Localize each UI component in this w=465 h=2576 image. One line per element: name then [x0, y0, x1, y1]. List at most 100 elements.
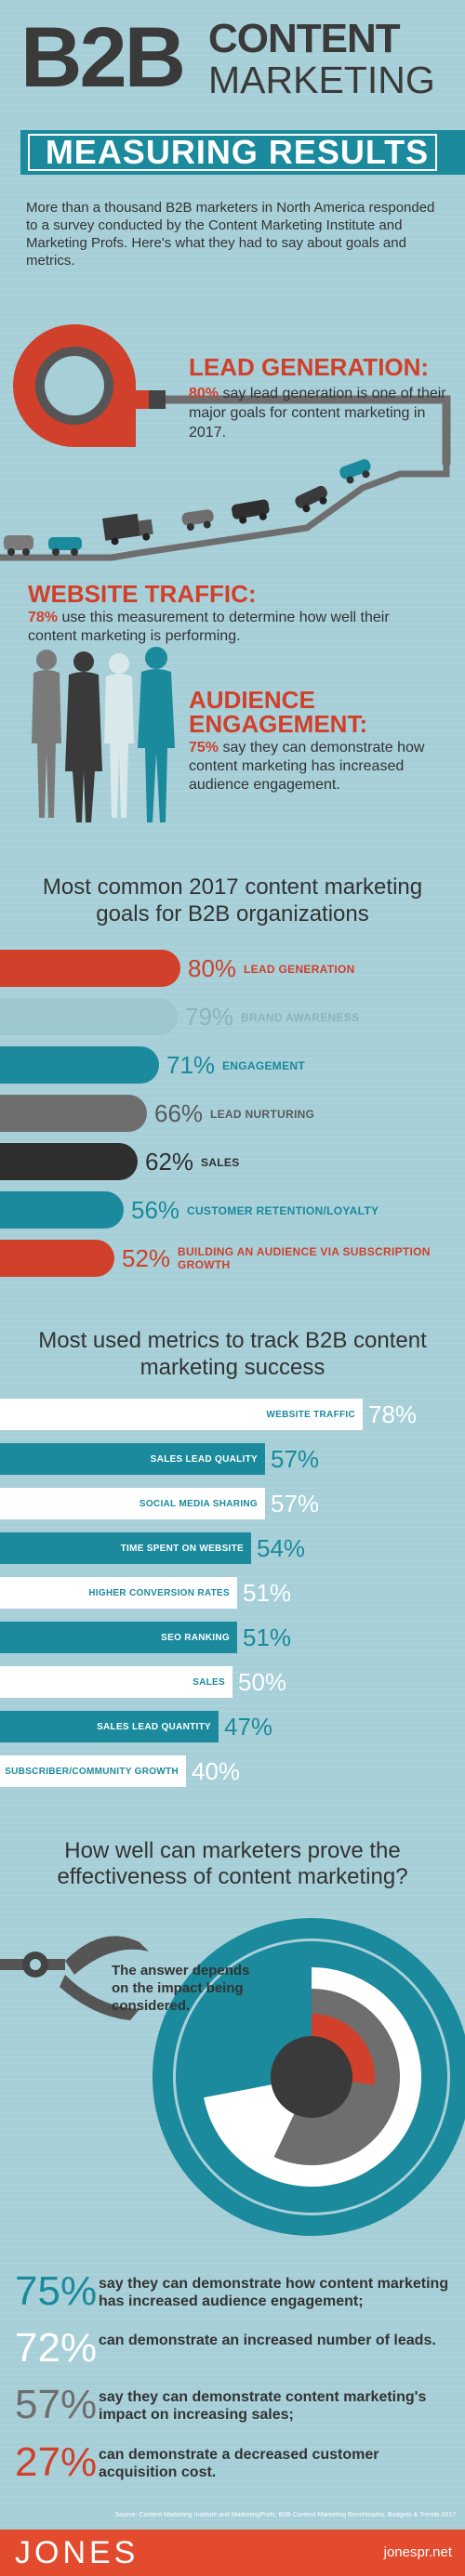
measuring-results-heading: MEASURING RESULTS	[45, 133, 430, 171]
goal-value: 80%	[188, 954, 237, 982]
stat-text: can demonstrate a decreased customer acq…	[99, 2447, 379, 2480]
goal-label: LEAD NURTURING	[210, 1108, 315, 1121]
metric-bar	[0, 1577, 237, 1609]
stat-text: say they can demonstrate how content mar…	[99, 2276, 449, 2309]
vehicle-icon	[232, 499, 270, 524]
effectiveness-illustration	[0, 1918, 465, 2236]
metric-row: SALES 50%	[0, 1666, 465, 1698]
goal-value: 62%	[145, 1148, 194, 1176]
jones-website-link[interactable]: jonespr.net	[383, 2544, 452, 2560]
person-icon	[32, 650, 61, 818]
goal-row: 80% LEAD GENERATION	[0, 950, 465, 987]
audience-engagement-text: 75% say they can demonstrate how content…	[189, 740, 425, 793]
measuring-banner-border	[28, 134, 437, 171]
person-icon	[65, 651, 102, 822]
goal-label: CUSTOMER RETENTION/LOYALTY	[187, 1204, 379, 1217]
metric-label: HIGHER CONVERSION RATES	[88, 1588, 230, 1598]
metric-bar	[0, 1622, 237, 1653]
road-line	[0, 455, 450, 561]
person-icon	[138, 647, 175, 822]
goal-label: BUILDING AN AUDIENCE VIA SUBSCRIPTION GR…	[178, 1245, 431, 1271]
metric-label: SALES LEAD QUANTITY	[97, 1722, 211, 1732]
metric-value: 57%	[271, 1490, 320, 1518]
tape-measure-illustration	[0, 324, 451, 561]
audience-engagement-title: AUDIENCE ENGAGEMENT:	[189, 686, 368, 738]
metric-bar	[0, 1666, 232, 1698]
metrics-chart-title: Most used metrics to track B2B content m…	[38, 1328, 427, 1380]
title-b2b: B2B	[20, 10, 186, 105]
metric-row: SEO RANKING 51%	[0, 1622, 465, 1653]
goal-bar	[0, 1095, 147, 1132]
goal-row: 71% ENGAGEMENT	[0, 1046, 465, 1084]
stat-text: say they can demonstrate content marketi…	[99, 2389, 427, 2423]
lead-generation-text: 80% say lead generation is one of their …	[189, 386, 446, 440]
metric-value: 78%	[368, 1400, 418, 1428]
source-note: Source: Content Marketing Institute and …	[114, 2512, 456, 2518]
ring-75	[153, 1918, 465, 2236]
metric-value: 51%	[243, 1623, 292, 1651]
tape-strip	[158, 395, 451, 465]
website-traffic-title: WEBSITE TRAFFIC:	[28, 580, 257, 608]
measuring-banner	[20, 130, 465, 175]
footer-bar	[0, 2530, 465, 2576]
goal-label: ENGAGEMENT	[222, 1059, 306, 1072]
goal-value: 66%	[154, 1099, 204, 1127]
goal-label: BRAND AWARENESS	[241, 1011, 360, 1024]
people-silhouettes	[32, 647, 175, 822]
goal-label: LEAD GENERATION	[244, 963, 355, 976]
metric-row: TIME SPENT ON WEBSITE 54%	[0, 1532, 465, 1564]
title-marketing: MARKETING	[208, 59, 435, 101]
goal-bar	[0, 950, 180, 987]
metric-label: WEBSITE TRAFFIC	[266, 1410, 355, 1420]
person-icon	[104, 653, 134, 818]
stat-text: can demonstrate an increased number of l…	[99, 2333, 436, 2348]
lead-generation-title: LEAD GENERATION:	[189, 353, 430, 381]
metric-value: 47%	[224, 1713, 273, 1741]
metric-value: 54%	[257, 1534, 306, 1562]
metric-value: 57%	[271, 1445, 320, 1473]
jones-logo: JONES	[15, 2535, 140, 2570]
goal-value: 71%	[166, 1051, 216, 1079]
intro-paragraph: More than a thousand B2B marketers in No…	[26, 200, 435, 269]
metric-label: TIME SPENT ON WEBSITE	[120, 1544, 244, 1554]
metric-bar	[0, 1532, 251, 1564]
goal-bar	[0, 998, 178, 1035]
metric-bar	[0, 1399, 363, 1430]
metric-row: SOCIAL MEDIA SHARING 57%	[0, 1488, 465, 1519]
metric-row: SALES LEAD QUANTITY 47%	[0, 1711, 465, 1742]
metric-bar	[0, 1755, 186, 1787]
stat-value: 57%	[15, 2382, 98, 2427]
metric-bar	[0, 1443, 265, 1475]
goal-bar	[0, 1143, 138, 1180]
goal-bar	[0, 1191, 124, 1229]
stat-value: 72%	[15, 2325, 98, 2371]
effectiveness-pie	[176, 1941, 447, 2213]
vehicle-icon	[4, 535, 33, 556]
caliper-icon	[0, 1936, 149, 2020]
vehicle-icon	[295, 485, 327, 513]
title-content: CONTENT	[208, 16, 401, 61]
stat-value: 27%	[15, 2439, 98, 2485]
vehicle-icon	[48, 537, 82, 556]
goal-value: 79%	[185, 1003, 234, 1031]
effectiveness-title: How well can marketers prove the effecti…	[57, 1838, 408, 1889]
answer-depends-text: The answer depends on the impact being c…	[112, 1963, 250, 2014]
goal-bar	[0, 1240, 114, 1277]
goal-row: 52% BUILDING AN AUDIENCE VIA SUBSCRIPTION…	[0, 1240, 465, 1277]
metric-label: SUBSCRIBER/COMMUNITY GROWTH	[5, 1767, 179, 1777]
metric-label: SOCIAL MEDIA SHARING	[139, 1499, 258, 1509]
metric-label: SEO RANKING	[161, 1633, 230, 1643]
website-traffic-text: 78% use this measurement to determine ho…	[28, 610, 390, 644]
metric-row: HIGHER CONVERSION RATES 51%	[0, 1577, 465, 1609]
vehicle-icon	[339, 459, 371, 484]
metric-row: WEBSITE TRAFFIC 78%	[0, 1399, 465, 1430]
stat-value: 75%	[15, 2268, 98, 2314]
goal-row: 56% CUSTOMER RETENTION/LOYALTY	[0, 1191, 465, 1229]
metric-bar	[0, 1711, 219, 1742]
goals-chart-title: Most common 2017 content marketing goals…	[42, 874, 423, 927]
metric-row: SUBSCRIBER/COMMUNITY GROWTH 40%	[0, 1755, 465, 1787]
truck-icon	[102, 513, 153, 545]
metric-label: SALES	[193, 1677, 225, 1688]
metric-label: SALES LEAD QUALITY	[150, 1454, 258, 1465]
goal-value: 52%	[122, 1244, 171, 1272]
